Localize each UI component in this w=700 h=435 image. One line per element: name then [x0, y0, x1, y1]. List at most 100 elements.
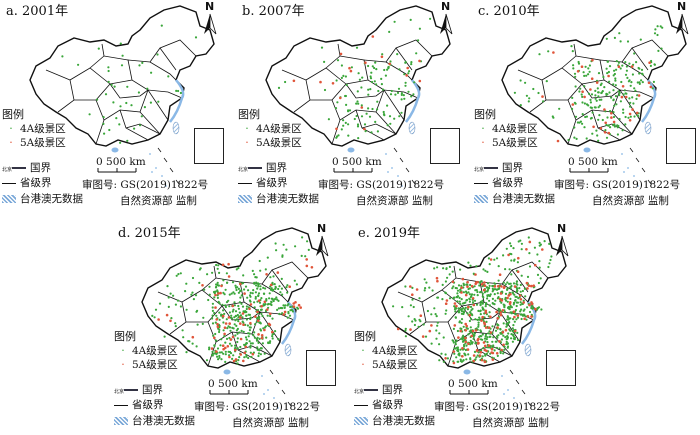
4a-scenic-spot — [485, 302, 488, 305]
5a-scenic-spot — [243, 292, 246, 295]
5a-scenic-spot — [263, 328, 266, 332]
panel-title-b: b. 2007年 — [242, 4, 305, 19]
4a-scenic-spot — [593, 106, 596, 109]
provincial-boundary — [125, 123, 161, 135]
4a-scenic-spot — [659, 25, 662, 28]
4a-scenic-spot — [602, 75, 605, 79]
approval-no-a: 审图号: GS(2019)1822号 — [82, 179, 209, 191]
provincial-boundary — [127, 59, 177, 81]
5a-scenic-spot — [512, 310, 516, 313]
4a-scenic-spot — [228, 293, 231, 296]
4a-scenic-spot — [277, 307, 280, 310]
4a-scenic-spot — [340, 76, 343, 79]
4a-scenic-spot — [355, 46, 359, 49]
4a-scenic-spot — [610, 96, 613, 99]
4a-scenic-spot — [486, 288, 490, 292]
4a-scenic-spot — [606, 93, 609, 96]
4a-scenic-spot — [229, 329, 232, 332]
4a-scenic-spot — [460, 308, 463, 311]
4a-scenic-spot — [485, 352, 488, 355]
4a-scenic-spot — [519, 310, 522, 313]
4a-scenic-spot — [462, 312, 465, 316]
4a-scenic-spot — [247, 335, 250, 338]
supervisor-a: 自然资源部 监制 — [120, 195, 197, 207]
4a-scenic-spot — [194, 294, 198, 297]
5a-scenic-spot — [430, 324, 433, 327]
4a-scenic-spot — [373, 66, 376, 70]
4a-scenic-spot — [473, 293, 476, 296]
scale-bar-graphic — [449, 390, 489, 395]
4a-scenic-spot — [625, 65, 628, 68]
4a-scenic-spot — [515, 304, 518, 308]
legend-5a-e: · 5A级景区 — [361, 358, 418, 371]
north-arrow-label-c: N — [677, 0, 687, 13]
4a-scenic-spot — [599, 83, 602, 87]
5a-scenic-spot — [628, 112, 632, 116]
4a-scenic-spot — [528, 265, 532, 268]
4a-scenic-spot — [279, 291, 282, 294]
4a-scenic-spot — [469, 305, 473, 308]
4a-scenic-spot — [218, 318, 221, 321]
4a-scenic-spot — [444, 312, 447, 315]
5a-scenic-spot — [501, 309, 505, 312]
legend-no-data-a: 台港澳无数据 — [2, 191, 83, 206]
4a-scenic-spot — [286, 284, 289, 287]
4a-scenic-spot — [467, 291, 470, 294]
4a-scenic-spot — [214, 332, 217, 336]
5a-scenic-spot — [637, 94, 641, 97]
4a-scenic-spot — [270, 287, 273, 290]
4a-scenic-spot — [451, 339, 454, 342]
4a-scenic-spot — [480, 349, 483, 352]
4a-scenic-spot — [536, 307, 539, 310]
4a-scenic-spot — [640, 68, 644, 71]
5a-scenic-spot — [214, 293, 217, 297]
hainan-island — [347, 147, 355, 153]
4a-scenic-spot — [462, 291, 465, 294]
5a-scenic-spot — [244, 345, 248, 349]
4a-scenic-spot — [271, 335, 274, 338]
4a-scenic-spot — [479, 304, 482, 307]
4a-scenic-spot — [269, 340, 272, 343]
4a-scenic-spot — [96, 98, 99, 101]
4a-scenic-spot — [235, 268, 238, 271]
national-boundary — [29, 5, 215, 147]
4a-scenic-spot — [269, 314, 272, 318]
legend-national-border-d: 北京 国界 — [114, 384, 164, 396]
supervisor-e: 自然资源部 监制 — [472, 417, 549, 429]
4a-scenic-spot — [222, 291, 225, 294]
north-arrow-icon — [316, 235, 329, 257]
5a-scenic-spot — [476, 339, 479, 342]
north-arrow-icon — [204, 13, 217, 35]
4a-scenic-spot — [208, 346, 211, 349]
4a-scenic-spot — [482, 268, 485, 271]
5a-scenic-spot — [256, 310, 259, 314]
5a-scenic-spot — [411, 293, 414, 296]
4a-scenic-spot — [216, 355, 219, 358]
5a-scenic-spot — [518, 294, 522, 297]
4a-scenic-spot — [457, 307, 460, 310]
4a-scenic-spot — [407, 72, 410, 75]
4a-scenic-spot — [491, 290, 494, 293]
4a-scenic-spot — [401, 306, 404, 309]
4a-scenic-spot — [138, 64, 141, 67]
provincial-boundary — [149, 39, 197, 63]
5a-scenic-spot — [621, 85, 625, 88]
4a-scenic-spot — [627, 116, 630, 119]
4a-scenic-spot — [504, 299, 508, 302]
4a-scenic-spot — [493, 288, 497, 291]
4a-scenic-spot — [176, 299, 180, 302]
4a-scenic-spot — [470, 341, 473, 344]
4a-scenic-spot — [249, 291, 252, 294]
4a-scenic-spot — [585, 103, 589, 106]
maritime-boundary-dash — [157, 147, 162, 153]
4a-scenic-spot — [510, 273, 513, 276]
5a-scenic-spot — [470, 284, 474, 288]
4a-scenic-spot — [336, 59, 340, 62]
4a-scenic-spot — [494, 329, 498, 332]
4a-scenic-spot — [430, 342, 433, 345]
4a-scenic-spot — [477, 321, 480, 324]
5a-scenic-spot — [467, 342, 470, 346]
4a-scenic-spot — [137, 91, 140, 94]
4a-scenic-spot — [160, 24, 163, 27]
north-arrow-label-b: N — [441, 0, 451, 13]
